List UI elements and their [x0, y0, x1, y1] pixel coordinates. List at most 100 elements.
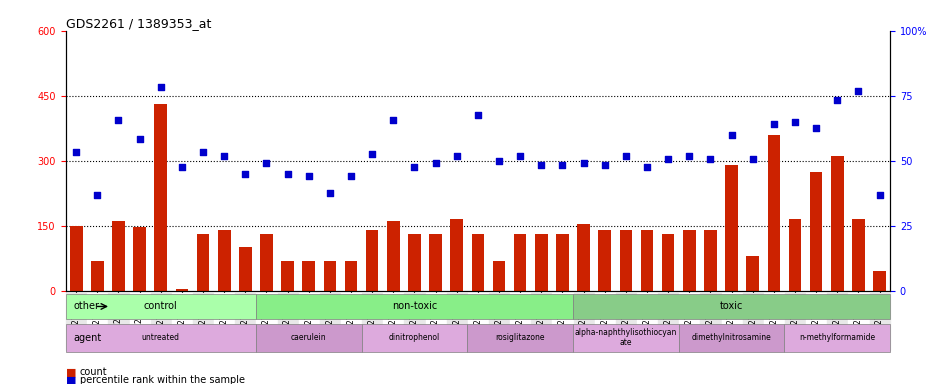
Point — [724, 132, 739, 138]
Text: caerulein: caerulein — [290, 333, 326, 342]
Bar — [302, 260, 314, 291]
Point — [744, 156, 759, 162]
Text: GDS2261 / 1389353_at: GDS2261 / 1389353_at — [66, 17, 211, 30]
Point — [554, 162, 569, 168]
Point — [364, 151, 379, 157]
Text: dimethylnitrosamine: dimethylnitrosamine — [691, 333, 770, 342]
Point — [850, 88, 865, 94]
Point — [406, 164, 421, 170]
FancyBboxPatch shape — [256, 324, 361, 352]
Point — [428, 160, 443, 166]
FancyBboxPatch shape — [66, 294, 256, 319]
Bar — [809, 172, 822, 291]
Point — [702, 156, 717, 162]
Text: ■: ■ — [66, 367, 76, 377]
Point — [344, 173, 358, 179]
Text: agent: agent — [74, 333, 102, 343]
Bar — [577, 223, 590, 291]
Point — [300, 173, 315, 179]
Bar — [365, 230, 378, 291]
Bar — [70, 226, 82, 291]
Point — [280, 171, 295, 177]
Point — [68, 149, 83, 155]
Point — [386, 116, 401, 122]
Point — [618, 153, 633, 159]
Point — [681, 153, 696, 159]
Point — [238, 171, 253, 177]
FancyBboxPatch shape — [573, 324, 678, 352]
Text: percentile rank within the sample: percentile rank within the sample — [80, 375, 244, 384]
Bar — [534, 235, 547, 291]
Point — [871, 192, 886, 199]
Bar — [788, 219, 800, 291]
Bar — [217, 230, 230, 291]
Point — [596, 162, 611, 168]
Point — [512, 153, 527, 159]
FancyBboxPatch shape — [573, 294, 889, 319]
Point — [132, 136, 147, 142]
FancyBboxPatch shape — [256, 294, 573, 319]
Bar — [555, 235, 568, 291]
Text: count: count — [80, 367, 107, 377]
Bar — [450, 219, 462, 291]
Bar — [429, 235, 442, 291]
Bar — [133, 227, 146, 291]
Bar — [344, 260, 357, 291]
Point — [110, 116, 125, 122]
Bar — [851, 219, 864, 291]
Bar — [703, 230, 716, 291]
Point — [660, 156, 675, 162]
Text: rosiglitazone: rosiglitazone — [495, 333, 545, 342]
Bar — [408, 235, 420, 291]
Bar — [598, 230, 610, 291]
Bar — [91, 260, 104, 291]
Point — [216, 153, 231, 159]
Point — [448, 153, 463, 159]
Bar — [387, 222, 400, 291]
Bar — [767, 135, 780, 291]
FancyBboxPatch shape — [783, 324, 889, 352]
Point — [639, 164, 654, 170]
Point — [90, 192, 105, 199]
Text: non-toxic: non-toxic — [391, 301, 436, 311]
Text: toxic: toxic — [719, 301, 742, 311]
Point — [322, 190, 337, 196]
Bar — [175, 289, 188, 291]
Bar — [154, 104, 167, 291]
Bar — [682, 230, 695, 291]
Bar — [323, 260, 336, 291]
Bar — [197, 235, 209, 291]
Bar — [471, 235, 484, 291]
Bar — [640, 230, 652, 291]
Bar — [112, 222, 124, 291]
Point — [576, 160, 591, 166]
Bar — [619, 230, 632, 291]
Point — [491, 158, 506, 164]
Point — [766, 121, 781, 127]
Bar — [872, 271, 885, 291]
Text: untreated: untreated — [141, 333, 180, 342]
FancyBboxPatch shape — [467, 324, 573, 352]
Point — [174, 164, 189, 170]
FancyBboxPatch shape — [678, 324, 783, 352]
Bar — [830, 156, 842, 291]
Bar — [260, 235, 272, 291]
Bar — [746, 256, 758, 291]
Text: dinitrophenol: dinitrophenol — [388, 333, 440, 342]
Point — [808, 125, 823, 131]
Bar — [513, 235, 526, 291]
Text: ■: ■ — [66, 375, 76, 384]
Bar — [661, 235, 674, 291]
Point — [470, 112, 485, 118]
Text: other: other — [74, 301, 100, 311]
Bar — [492, 260, 505, 291]
Text: n-methylformamide: n-methylformamide — [798, 333, 874, 342]
Text: alpha-naphthylisothiocyan
ate: alpha-naphthylisothiocyan ate — [574, 328, 677, 348]
FancyBboxPatch shape — [361, 324, 467, 352]
Point — [154, 84, 168, 90]
Bar — [281, 260, 294, 291]
FancyBboxPatch shape — [66, 324, 256, 352]
Point — [258, 160, 273, 166]
Bar — [724, 165, 738, 291]
Point — [534, 162, 548, 168]
